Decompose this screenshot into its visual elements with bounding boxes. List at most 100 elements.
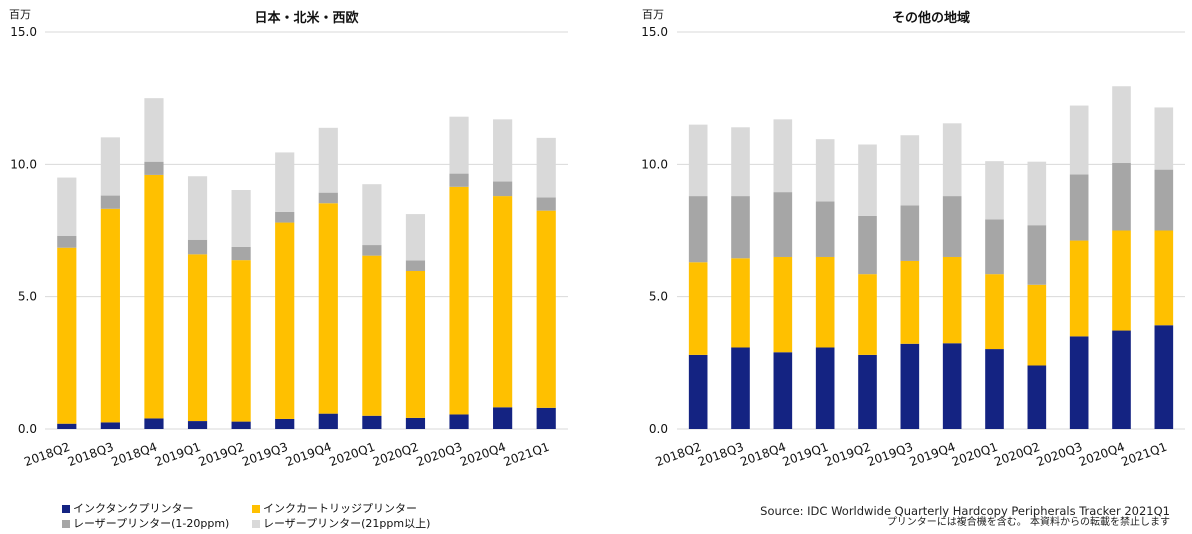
- x-tick-label: 2018Q2: [654, 440, 704, 469]
- bar-segment-ink-cartridge: [815, 256, 835, 348]
- x-tick-label: 2018Q4: [109, 440, 159, 469]
- bar-segment-laser-1-20ppm: [57, 235, 77, 248]
- y-tick-label: 10.0: [10, 157, 37, 171]
- bar-segment-laser-21ppm-plus: [942, 123, 962, 197]
- legend-swatch-ink-tank: [62, 505, 70, 513]
- bar-segment-ink-cartridge: [57, 247, 77, 424]
- y-axis-unit-2: 百万: [642, 8, 664, 21]
- bar-segment-ink-cartridge: [536, 210, 556, 408]
- bar-segment-laser-1-20ppm: [231, 246, 251, 261]
- bar-segment-ink-cartridge: [900, 260, 920, 344]
- bar-segment-laser-21ppm-plus: [362, 184, 382, 246]
- bar-segment-laser-21ppm-plus: [815, 139, 835, 202]
- bar-segment-ink-tank: [449, 414, 469, 429]
- x-tick-label: 2019Q4: [908, 440, 958, 469]
- y-tick-label: 5.0: [649, 290, 668, 304]
- bar-segment-laser-21ppm-plus: [1069, 105, 1089, 175]
- bar-segment-laser-21ppm-plus: [773, 119, 793, 193]
- chart-title-2: その他の地域: [892, 10, 970, 26]
- legend-label-laser-1-20ppm: レーザープリンター(1-20ppm): [73, 517, 230, 530]
- bar-segment-laser-1-20ppm: [449, 173, 469, 187]
- x-tick-label: 2018Q3: [696, 440, 746, 469]
- bar-segment-ink-cartridge: [985, 274, 1004, 350]
- legend-label-ink-cartridge: インクカートリッジプリンター: [263, 502, 417, 515]
- x-tick-label: 2019Q2: [197, 440, 247, 469]
- bar-segment-laser-1-20ppm: [405, 260, 426, 271]
- y-tick-label: 15.0: [641, 25, 668, 39]
- legend-item-ink-tank: インクタンクプリンター: [62, 502, 252, 516]
- x-tick-label: 2020Q1: [950, 440, 1000, 469]
- y-tick-label: 0.0: [18, 422, 37, 436]
- bar-segment-ink-tank: [100, 422, 120, 429]
- bar-segment-ink-tank: [1154, 325, 1174, 429]
- bar-segment-ink-tank: [187, 421, 208, 429]
- bar-segment-ink-tank: [536, 407, 556, 429]
- bar-segment-ink-tank: [1027, 365, 1047, 429]
- bar-segment-laser-21ppm-plus: [900, 135, 920, 206]
- chart-title-1: 日本・北米・西欧: [254, 10, 358, 26]
- bar-segment-laser-21ppm-plus: [493, 119, 513, 182]
- bar-segment-ink-tank: [144, 418, 164, 429]
- x-tick-label: 2019Q4: [284, 440, 334, 469]
- legend-swatch-ink-cartridge: [252, 505, 260, 513]
- x-tick-label: 2019Q3: [865, 440, 915, 469]
- bar-segment-laser-21ppm-plus: [100, 137, 120, 196]
- bar-segment-ink-cartridge: [688, 262, 708, 355]
- x-tick-label: 2020Q4: [1077, 440, 1127, 469]
- bar-segment-ink-tank: [57, 423, 77, 429]
- x-tick-label: 2020Q3: [415, 440, 465, 469]
- bar-segment-laser-21ppm-plus: [536, 137, 556, 198]
- legend: インクタンクプリンター インクカートリッジプリンター レーザープリンター(1-2…: [62, 502, 482, 531]
- bar-segment-ink-tank: [858, 354, 877, 429]
- bar-segment-ink-tank: [731, 347, 750, 429]
- bar-segment-ink-cartridge: [100, 208, 120, 423]
- x-tick-label: 2018Q2: [22, 440, 72, 469]
- bar-segment-ink-cartridge: [187, 254, 208, 422]
- x-tick-label: 2019Q1: [781, 440, 831, 469]
- bar-segment-ink-cartridge: [275, 222, 295, 419]
- bar-segment-laser-1-20ppm: [275, 211, 295, 223]
- bar-segment-laser-21ppm-plus: [1112, 86, 1131, 164]
- bar-segment-ink-tank: [231, 421, 251, 429]
- bar-segment-ink-cartridge: [362, 255, 382, 416]
- y-tick-label: 5.0: [18, 290, 37, 304]
- bar-segment-ink-cartridge: [858, 274, 877, 355]
- bar-segment-ink-tank: [405, 417, 426, 429]
- bar-segment-laser-21ppm-plus: [858, 144, 877, 216]
- bar-segment-laser-21ppm-plus: [144, 98, 164, 162]
- bar-segment-laser-21ppm-plus: [731, 127, 750, 197]
- bar-segment-laser-1-20ppm: [1154, 169, 1174, 231]
- x-tick-label: 2019Q1: [153, 440, 203, 469]
- bar-segment-laser-1-20ppm: [985, 219, 1004, 275]
- bar-segment-laser-1-20ppm: [942, 196, 962, 257]
- bar-segment-ink-tank: [1069, 336, 1089, 429]
- bar-segment-laser-21ppm-plus: [688, 124, 708, 197]
- x-tick-label: 2021Q1: [1119, 440, 1169, 469]
- x-tick-label: 2018Q3: [66, 440, 116, 469]
- legend-swatch-laser-1-20ppm: [62, 520, 70, 528]
- x-tick-label: 2020Q1: [327, 440, 377, 469]
- legend-swatch-laser-21ppm-plus: [252, 520, 260, 528]
- y-tick-label: 0.0: [649, 422, 668, 436]
- bar-segment-ink-tank: [773, 352, 793, 429]
- bar-segment-laser-1-20ppm: [1112, 163, 1131, 231]
- bar-segment-ink-tank: [1112, 330, 1131, 429]
- bar-segment-laser-21ppm-plus: [187, 176, 208, 240]
- bar-segment-ink-tank: [493, 407, 513, 429]
- legend-item-ink-cartridge: インクカートリッジプリンター: [252, 502, 482, 516]
- bar-segment-ink-cartridge: [318, 203, 338, 414]
- x-tick-label: 2020Q4: [458, 440, 508, 469]
- chart-japan-north-america-western-europe: 日本・北米・西欧 百万 0.0 5.0 10.0 15.0 2018Q22018Q32018…: [9, 8, 568, 469]
- chart-rest-of-world: その他の地域 百万 0.0 5.0 10.0 15.0 2018Q22018Q32018Q4…: [641, 8, 1185, 469]
- bar-segment-ink-tank: [688, 354, 708, 429]
- x-tick-label: 2020Q2: [371, 440, 421, 469]
- legend-label-laser-21ppm-plus: レーザープリンター(21ppm以上): [263, 517, 431, 530]
- bar-segment-ink-tank: [942, 343, 962, 429]
- bar-segment-laser-1-20ppm: [1069, 174, 1089, 241]
- bar-segment-laser-21ppm-plus: [318, 127, 338, 193]
- bar-segment-laser-1-20ppm: [318, 192, 338, 204]
- legend-item-laser-1-20ppm: レーザープリンター(1-20ppm): [62, 517, 252, 531]
- bar-segment-ink-cartridge: [773, 256, 793, 353]
- bar-segment-laser-1-20ppm: [493, 181, 513, 197]
